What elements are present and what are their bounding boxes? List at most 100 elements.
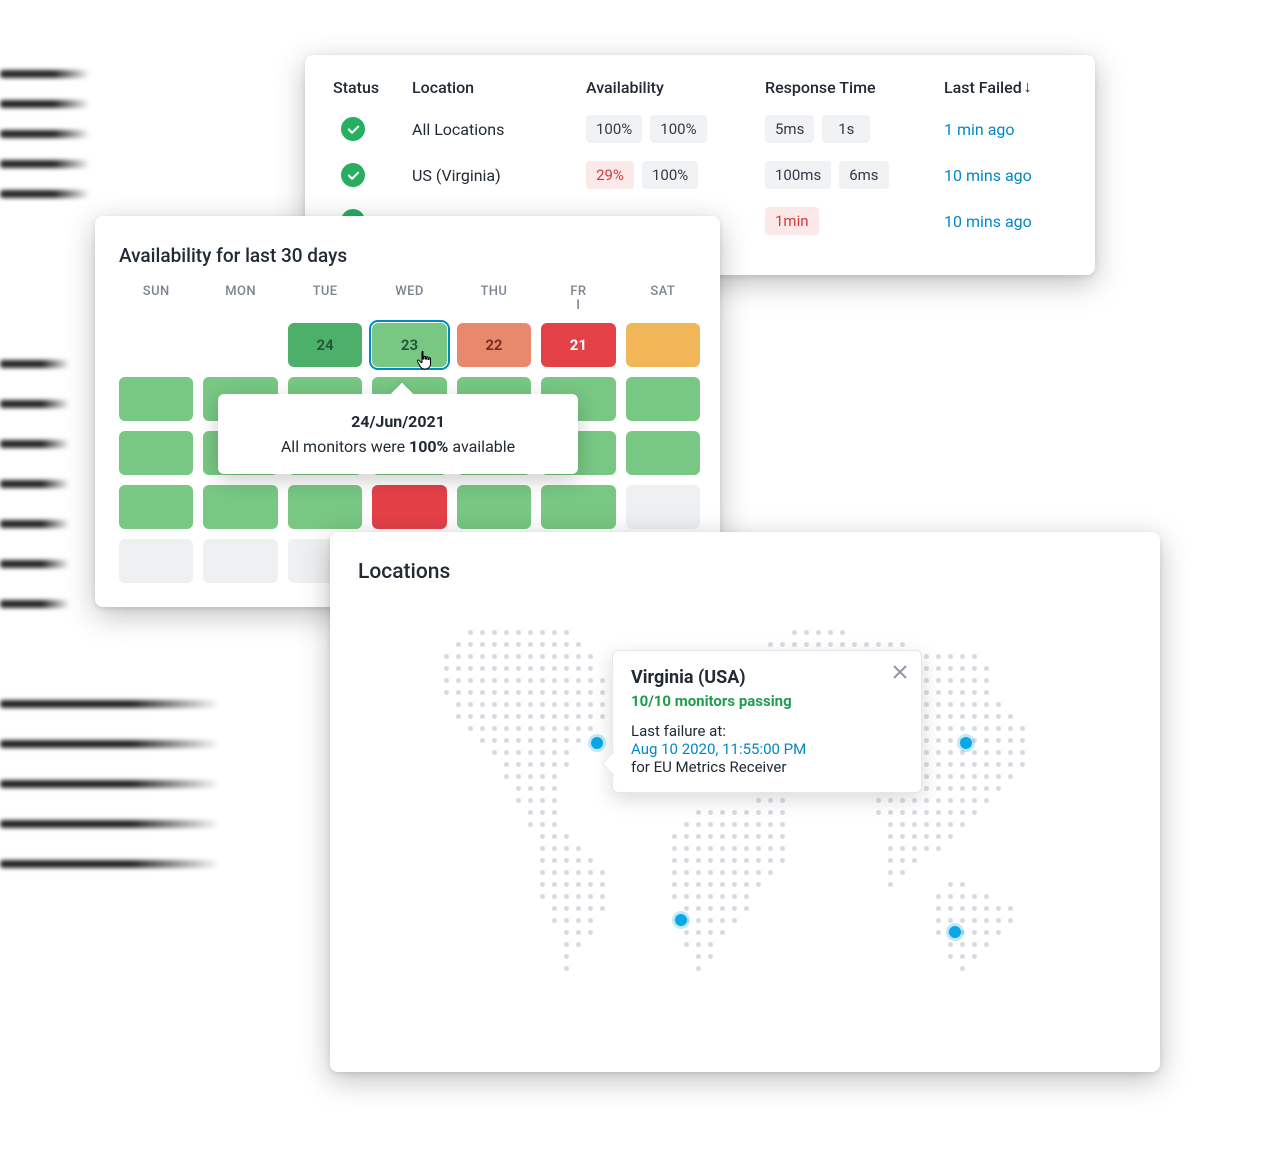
calendar-day[interactable]	[626, 323, 700, 367]
map-grid-dot	[1020, 726, 1025, 731]
last-failed-link[interactable]: 10 mins ago	[944, 212, 1094, 231]
col-last-failed[interactable]: Last Failed ↓	[944, 77, 1094, 97]
map-grid-dot	[552, 858, 557, 863]
calendar-day[interactable]	[457, 485, 531, 529]
decorative-streak	[0, 740, 220, 748]
availability-pill: 100%	[586, 115, 642, 143]
map-grid-dot	[720, 822, 725, 827]
col-status[interactable]: Status	[333, 78, 408, 97]
close-icon[interactable]	[891, 663, 909, 681]
map-grid-dot	[924, 810, 929, 815]
calendar-day[interactable]	[119, 431, 193, 475]
calendar-day[interactable]	[626, 431, 700, 475]
calendar-day[interactable]: 21	[541, 323, 615, 367]
map-grid-dot	[468, 714, 473, 719]
map-grid-dot	[852, 642, 857, 647]
calendar-day[interactable]	[372, 485, 446, 529]
map-grid-dot	[948, 810, 953, 815]
map-grid-dot	[768, 858, 773, 863]
map-grid-dot	[960, 726, 965, 731]
map-grid-dot	[528, 690, 533, 695]
map-grid-dot	[504, 630, 509, 635]
map-pin[interactable]	[591, 737, 603, 749]
map-grid-dot	[996, 786, 1001, 791]
map-grid-dot	[564, 762, 569, 767]
map-grid-dot	[972, 750, 977, 755]
map-grid-dot	[984, 666, 989, 671]
map-grid-dot	[1008, 774, 1013, 779]
map-grid-dot	[720, 894, 725, 899]
map-grid-dot	[756, 834, 761, 839]
map-grid-dot	[684, 882, 689, 887]
map-grid-dot	[576, 714, 581, 719]
map-grid-dot	[732, 906, 737, 911]
calendar-day[interactable]	[626, 485, 700, 529]
map-grid-dot	[540, 846, 545, 851]
map-grid-dot	[876, 642, 881, 647]
map-grid-dot	[564, 666, 569, 671]
table-row[interactable]: US (Virginia)29%100%100ms6ms10 mins ago	[333, 161, 1067, 189]
map-grid-dot	[1008, 762, 1013, 767]
availability-pills: 29%100%	[586, 161, 761, 189]
map-tooltip-service: for EU Metrics Receiver	[631, 758, 903, 776]
col-response[interactable]: Response Time	[765, 78, 940, 97]
calendar-day[interactable]	[119, 377, 193, 421]
map-grid-dot	[900, 834, 905, 839]
map-pin[interactable]	[675, 914, 687, 926]
map-grid-dot	[756, 870, 761, 875]
map-grid-dot	[684, 942, 689, 947]
map-grid-dot	[564, 870, 569, 875]
map-pin[interactable]	[960, 737, 972, 749]
map-grid-dot	[984, 762, 989, 767]
map-grid-dot	[588, 654, 593, 659]
last-failed-link[interactable]: 1 min ago	[944, 120, 1094, 139]
map-grid-dot	[540, 630, 545, 635]
map-grid-dot	[744, 846, 749, 851]
col-availability[interactable]: Availability	[586, 78, 761, 97]
col-location[interactable]: Location	[412, 78, 582, 97]
response-pill: 1min	[765, 207, 819, 235]
map-grid-dot	[588, 690, 593, 695]
map-grid-dot	[696, 870, 701, 875]
map-grid-dot	[972, 930, 977, 935]
map-grid-dot	[552, 714, 557, 719]
map-grid-dot	[588, 858, 593, 863]
calendar-day[interactable]: 24	[288, 323, 362, 367]
map-grid-dot	[840, 630, 845, 635]
map-grid-dot	[564, 858, 569, 863]
locations-map[interactable]: Virginia (USA) 10/10 monitors passing La…	[358, 588, 1132, 1028]
map-grid-dot	[564, 750, 569, 755]
map-grid-dot	[888, 822, 893, 827]
calendar-day[interactable]: 22	[457, 323, 531, 367]
map-grid-dot	[576, 654, 581, 659]
map-grid-dot	[552, 906, 557, 911]
table-row[interactable]: All Locations100%100%5ms1s1 min ago	[333, 115, 1067, 143]
response-pills: 1min	[765, 207, 940, 235]
map-grid-dot	[720, 930, 725, 935]
map-grid-dot	[696, 966, 701, 971]
map-grid-dot	[720, 882, 725, 887]
calendar-day[interactable]: 23	[372, 323, 446, 367]
calendar-day[interactable]	[203, 485, 277, 529]
calendar-day[interactable]	[119, 485, 193, 529]
map-grid-dot	[576, 870, 581, 875]
map-grid-dot	[948, 750, 953, 755]
map-grid-dot	[900, 810, 905, 815]
map-grid-dot	[876, 798, 881, 803]
last-failed-link[interactable]: 10 mins ago	[944, 166, 1094, 185]
map-grid-dot	[540, 774, 545, 779]
map-grid-dot	[948, 690, 953, 695]
calendar-day[interactable]	[203, 539, 277, 583]
calendar-day[interactable]	[288, 485, 362, 529]
calendar-dow: SAT	[626, 285, 700, 313]
calendar-day[interactable]	[119, 539, 193, 583]
map-grid-dot	[456, 690, 461, 695]
decorative-streak	[0, 700, 220, 708]
map-grid-dot	[480, 678, 485, 683]
map-grid-dot	[552, 822, 557, 827]
calendar-day[interactable]	[626, 377, 700, 421]
map-grid-dot	[768, 846, 773, 851]
map-pin[interactable]	[949, 926, 961, 938]
map-grid-dot	[540, 822, 545, 827]
calendar-day[interactable]	[541, 485, 615, 529]
